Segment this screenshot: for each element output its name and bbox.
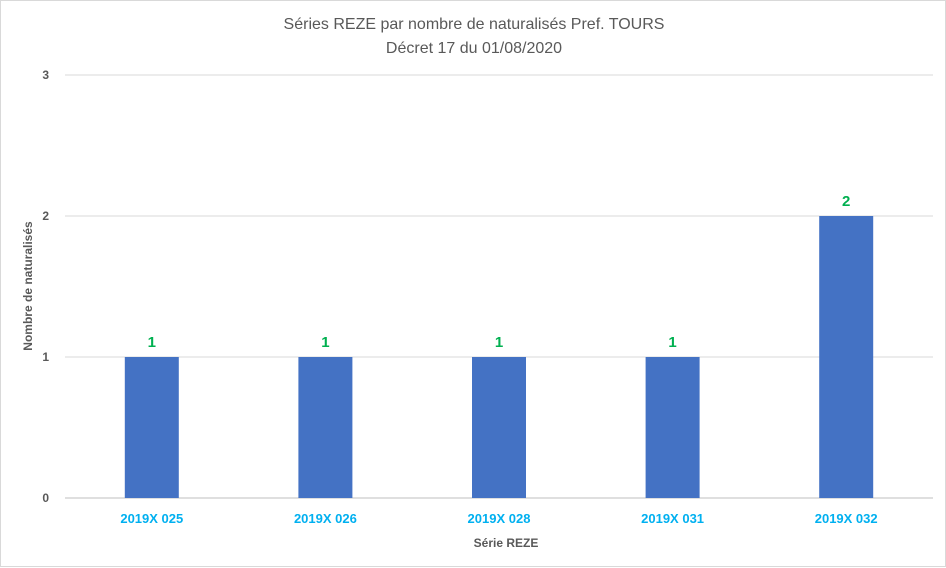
x-axis-ticks: 2019X 025 2019X 026 2019X 028 2019X 031 2019… (120, 511, 877, 526)
data-label: 1 (321, 334, 329, 351)
bar (819, 216, 874, 498)
bars (124, 216, 874, 498)
y-tick-label: 3 (42, 68, 49, 82)
chart-subtitle: Décret 17 du 01/08/2020 (386, 40, 562, 57)
x-tick-label: 2019X 026 (294, 511, 357, 526)
bar (472, 357, 526, 498)
y-tick-label: 2 (42, 209, 49, 223)
bar (124, 357, 179, 498)
bar (645, 357, 700, 498)
data-label: 1 (495, 334, 503, 351)
data-label: 2 (842, 193, 850, 210)
y-tick-label: 1 (42, 350, 49, 364)
bar (298, 357, 353, 498)
x-tick-label: 2019X 028 (468, 511, 531, 526)
data-label: 1 (668, 334, 676, 351)
x-axis-title: Série REZE (474, 536, 539, 550)
x-tick-label: 2019X 031 (641, 511, 704, 526)
y-axis-title: Nombre de naturalisés (21, 221, 35, 351)
y-tick-label: 0 (42, 491, 49, 505)
data-label: 1 (148, 334, 156, 351)
x-tick-label: 2019X 025 (120, 511, 183, 526)
y-axis-ticks: 0 1 2 3 (42, 68, 49, 505)
data-labels: 1 1 1 1 2 (148, 193, 851, 351)
chart-title: Séries REZE par nombre de naturalisés Pr… (284, 16, 665, 33)
x-tick-label: 2019X 032 (815, 511, 878, 526)
